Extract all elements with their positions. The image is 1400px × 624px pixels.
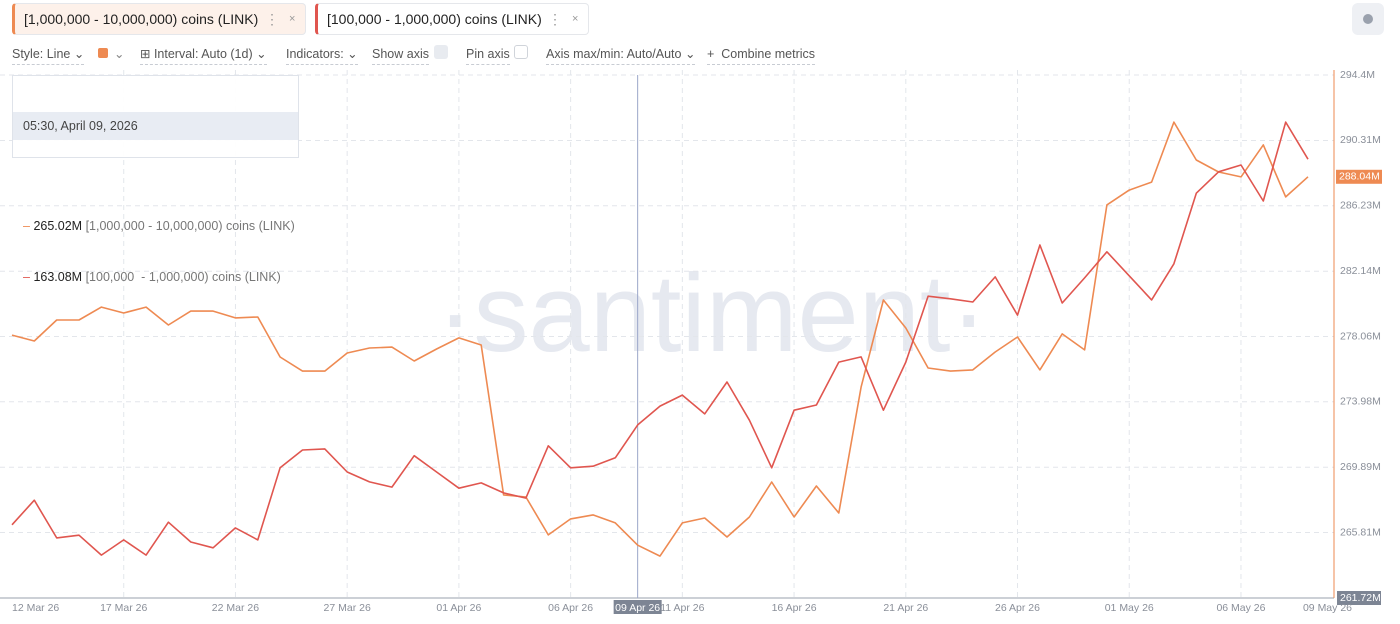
x-tick-label: 06 Apr 26 [548, 602, 593, 614]
x-tick-label: 16 Apr 26 [772, 602, 817, 614]
x-tick-label: 27 Mar 26 [324, 602, 371, 614]
x-tick-label: 09 May 26 [1303, 602, 1352, 614]
y-tick-label: 265.81M [1340, 526, 1381, 538]
y-tick-label: 294.4M [1340, 69, 1375, 81]
x-tick-label: 26 Apr 26 [995, 602, 1040, 614]
axis-minmax[interactable]: Axis max/min: Auto/Auto ⌄ [546, 46, 696, 65]
label: Axis max/min: Auto/Auto [546, 47, 682, 61]
tooltip-row: – 163.08M [100,000 - 1,000,000) coins (L… [23, 270, 281, 284]
x-tick-label: 21 Apr 26 [883, 602, 928, 614]
checkbox[interactable] [514, 45, 528, 59]
tab-menu[interactable]: ⋮ [265, 11, 279, 27]
style-select[interactable]: Style: Line ⌄ [12, 46, 85, 65]
indicators-select[interactable]: Indicators: ⌄ [286, 46, 358, 65]
x-tick-label: 11 Apr 26 [660, 602, 704, 614]
pin-axis[interactable]: Pin axis [466, 46, 510, 65]
series-line [11, 121, 1309, 556]
show-axis[interactable]: Show axis [372, 46, 429, 65]
label: Pin axis [466, 47, 510, 61]
tooltip-name: [1,000,000 - 10,000,000) coins (LINK) [85, 219, 295, 233]
y-tick-label: 269.89M [1340, 461, 1381, 473]
y-tick-label: 290.31M [1340, 134, 1381, 146]
x-tick-label: 17 Mar 26 [100, 602, 147, 614]
x-tick-label: 22 Mar 26 [212, 602, 259, 614]
tooltip-value: 265.02M [33, 219, 83, 233]
checkbox[interactable] [434, 45, 448, 59]
tab-label: [100,000 - 1,000,000) coins (LINK) [327, 11, 542, 27]
tooltip-name: [100,000 - 1,000,000) coins (LINK) [85, 270, 281, 284]
label: Combine metrics [721, 47, 816, 61]
icon [1363, 14, 1373, 24]
tooltip-row: – 265.02M [1,000,000 - 10,000,000) coins… [23, 219, 295, 233]
y-tick-label: 286.23M [1340, 200, 1381, 212]
label: Show axis [372, 47, 429, 61]
color-picker[interactable] [98, 48, 108, 58]
metric-tab[interactable]: [1,000,000 - 10,000,000) coins (LINK) ⋮ × [12, 3, 306, 35]
y-tick-label: 273.98M [1340, 396, 1381, 408]
label: Indicators: [286, 47, 344, 61]
watermark: ·santiment· [437, 252, 987, 375]
x-tick-label: 01 Apr 26 [436, 602, 481, 614]
series-line [11, 121, 1309, 557]
tab-label: [1,000,000 - 10,000,000) coins (LINK) [24, 11, 259, 27]
y-tick-label: 261.72M [1340, 592, 1381, 604]
current-value-bg [1336, 169, 1382, 184]
axis-label-bg [1337, 591, 1381, 605]
current-value-label: 288.04M [1339, 171, 1380, 183]
dropdown[interactable]: ⌄ [114, 47, 125, 61]
label: Style: Line [12, 47, 71, 61]
x-label-bg [613, 600, 662, 614]
tooltip-date: 05:30, April 09, 2026 [13, 112, 298, 140]
x-tick-label: 09 Apr 26 [615, 602, 660, 614]
tooltip: 05:30, April 09, 2026 – 265.02M [1,000,0… [12, 75, 299, 284]
interval-select[interactable]: ⊞ Interval: Auto (1d) ⌄ [140, 46, 267, 65]
settings-button[interactable] [1352, 3, 1384, 35]
x-tick-label: 06 May 26 [1216, 602, 1265, 614]
tooltip-value: 163.08M [33, 270, 83, 284]
tab-menu[interactable]: ⋮ [548, 11, 562, 27]
y-tick-label: 278.06M [1340, 330, 1381, 342]
metric-tab[interactable]: [100,000 - 1,000,000) coins (LINK) ⋮ × [315, 3, 589, 35]
x-tick-label: 12 Mar 26 [12, 602, 59, 614]
label: Interval: Auto (1d) [153, 47, 253, 61]
tab-close[interactable]: × [572, 13, 579, 25]
tab-close[interactable]: × [289, 13, 296, 25]
combine-metrics[interactable]: + Combine metrics [707, 46, 816, 65]
x-tick-label: 01 May 26 [1105, 602, 1154, 614]
y-tick-label: 282.14M [1340, 265, 1381, 277]
